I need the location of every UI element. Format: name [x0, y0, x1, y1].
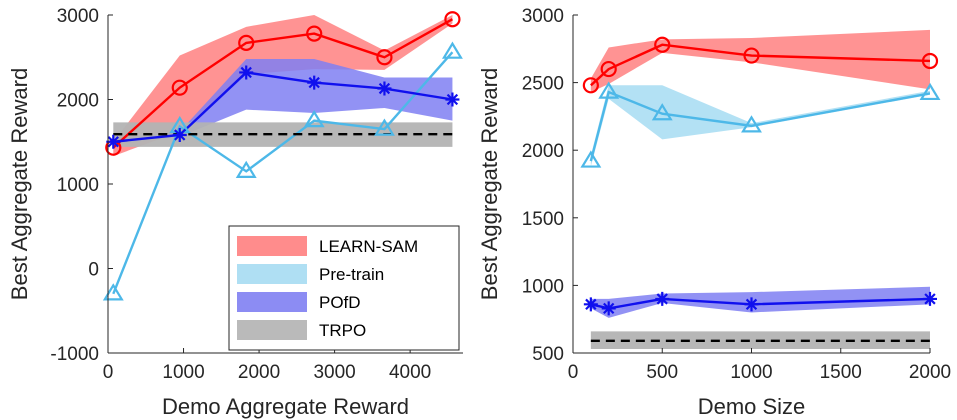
y-tick-label: 500: [532, 344, 564, 365]
line-pretrain: [112, 51, 454, 295]
marker-pofd: [601, 301, 616, 316]
legend-swatch-trpo: [237, 320, 307, 340]
marker-learn: [654, 36, 671, 53]
marker-pofd: [239, 65, 254, 80]
x-tick-label: 1000: [730, 362, 772, 383]
marker-pretrain: [741, 115, 762, 133]
band-learn: [113, 15, 453, 157]
legend-swatch-pretrain: [237, 264, 307, 284]
x-tick-label: 1000: [162, 362, 204, 383]
y-tick-label: 2000: [57, 91, 99, 112]
marker-pretrain: [651, 103, 673, 121]
plot-area: [112, 15, 454, 295]
x-tick-label: 0: [103, 362, 114, 383]
band-pretrain: [590, 85, 930, 167]
x-axis-label: Demo Aggregate Reward: [162, 394, 409, 419]
y-axis-label: Best Aggregate Reward: [477, 68, 502, 300]
legend-label-learn: LEARN-SAM: [319, 237, 418, 256]
line-pretrain: [589, 90, 930, 162]
marker-pretrain: [919, 82, 941, 101]
y-tick-label: 0: [88, 260, 99, 281]
marker-learn: [921, 52, 939, 70]
x-tick-label: 1500: [820, 362, 862, 383]
legend-swatch-learn: [237, 236, 307, 256]
x-tick-label: 0: [568, 362, 579, 383]
marker-pofd: [923, 291, 937, 306]
line-learn: [112, 18, 454, 149]
marker-pofd: [655, 291, 670, 306]
x-tick-label: 3000: [313, 362, 355, 383]
marker-pofd: [106, 134, 121, 149]
y-tick-label: -1000: [50, 344, 99, 365]
marker-learn: [444, 11, 461, 28]
marker-learn: [306, 25, 323, 42]
marker-learn: [238, 34, 255, 51]
marker-pofd: [744, 297, 759, 312]
marker-pofd: [172, 127, 187, 142]
marker-pretrain: [303, 110, 325, 128]
marker-pofd: [583, 297, 598, 312]
marker-pretrain: [235, 160, 257, 178]
plot-area: [589, 29, 930, 349]
marker-learn: [582, 77, 599, 94]
marker-pofd: [445, 92, 460, 107]
line-pofd: [113, 71, 453, 143]
marker-pretrain: [580, 150, 602, 168]
band-learn: [590, 29, 930, 93]
left-chart: 0 1000 2000 3000 4000-10000100020003000Demo …: [7, 6, 463, 419]
marker-pretrain: [373, 118, 395, 136]
legend-label-trpo: TRPO: [319, 321, 366, 340]
x-tick-label: 2000: [909, 362, 951, 383]
marker-pretrain: [598, 81, 620, 99]
marker-learn: [376, 49, 393, 66]
legend-label-pofd: POfD: [319, 293, 361, 312]
marker-learn: [171, 79, 188, 96]
band-pofd: [590, 286, 930, 318]
legend-label-pretrain: Pre-train: [319, 265, 384, 284]
right-chart: 0 500 1000 1500 200050010001500200025003000D…: [477, 6, 951, 419]
legend-swatch-pofd: [237, 292, 307, 312]
y-tick-label: 2000: [522, 141, 564, 162]
y-axis-label: Best Aggregate Reward: [7, 68, 32, 300]
x-tick-label: 2000: [238, 362, 280, 383]
x-axis-label: Demo Size: [698, 394, 806, 419]
marker-pofd: [307, 75, 322, 90]
marker-learn: [600, 60, 617, 78]
marker-pofd: [377, 81, 392, 96]
y-tick-label: 1000: [57, 175, 99, 196]
y-tick-label: 2500: [522, 74, 564, 95]
x-tick-label: 500: [646, 362, 678, 383]
x-tick-label: 4000: [389, 362, 431, 383]
y-tick-label: 1000: [522, 276, 564, 297]
y-tick-label: 3000: [57, 6, 99, 27]
marker-learn: [743, 47, 760, 64]
y-tick-label: 3000: [522, 6, 564, 27]
y-tick-label: 1500: [522, 209, 564, 230]
marker-pretrain: [102, 283, 124, 301]
marker-pretrain: [441, 41, 463, 59]
